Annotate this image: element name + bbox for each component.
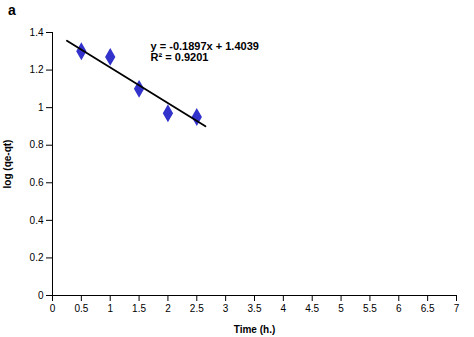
svg-text:y = -0.1897x + 1.4039R² = 0.92: y = -0.1897x + 1.4039R² = 0.9201: [151, 40, 259, 63]
html-text:a: a: [8, 2, 16, 18]
svg-text:0.5: 0.5: [74, 303, 88, 314]
svg-text:0: 0: [38, 290, 44, 301]
svg-text:7: 7: [454, 303, 460, 314]
svg-text:1.4: 1.4: [30, 27, 44, 38]
svg-text:4: 4: [281, 303, 287, 314]
svg-text:2: 2: [165, 303, 171, 314]
svg-text:4.5: 4.5: [305, 303, 319, 314]
svg-text:Time (h.): Time (h.): [234, 324, 275, 335]
svg-text:0.6: 0.6: [30, 177, 44, 188]
svg-text:0.2: 0.2: [30, 252, 44, 263]
svg-text:5.5: 5.5: [363, 303, 377, 314]
svg-text:0.4: 0.4: [30, 215, 44, 226]
svg-text:0.8: 0.8: [30, 139, 44, 150]
svg-text:3.5: 3.5: [248, 303, 262, 314]
svg-text:log (qe-qt): log (qe-qt): [2, 140, 13, 189]
svg-text:1.2: 1.2: [30, 64, 44, 75]
svg-text:1: 1: [107, 303, 113, 314]
svg-text:5: 5: [338, 303, 344, 314]
svg-text:1.5: 1.5: [132, 303, 146, 314]
svg-text:2.5: 2.5: [190, 303, 204, 314]
svg-text:3: 3: [223, 303, 229, 314]
svg-text:6: 6: [396, 303, 402, 314]
svg-text:0: 0: [50, 303, 56, 314]
svg-text:1: 1: [38, 102, 44, 113]
svg-text:6.5: 6.5: [421, 303, 435, 314]
